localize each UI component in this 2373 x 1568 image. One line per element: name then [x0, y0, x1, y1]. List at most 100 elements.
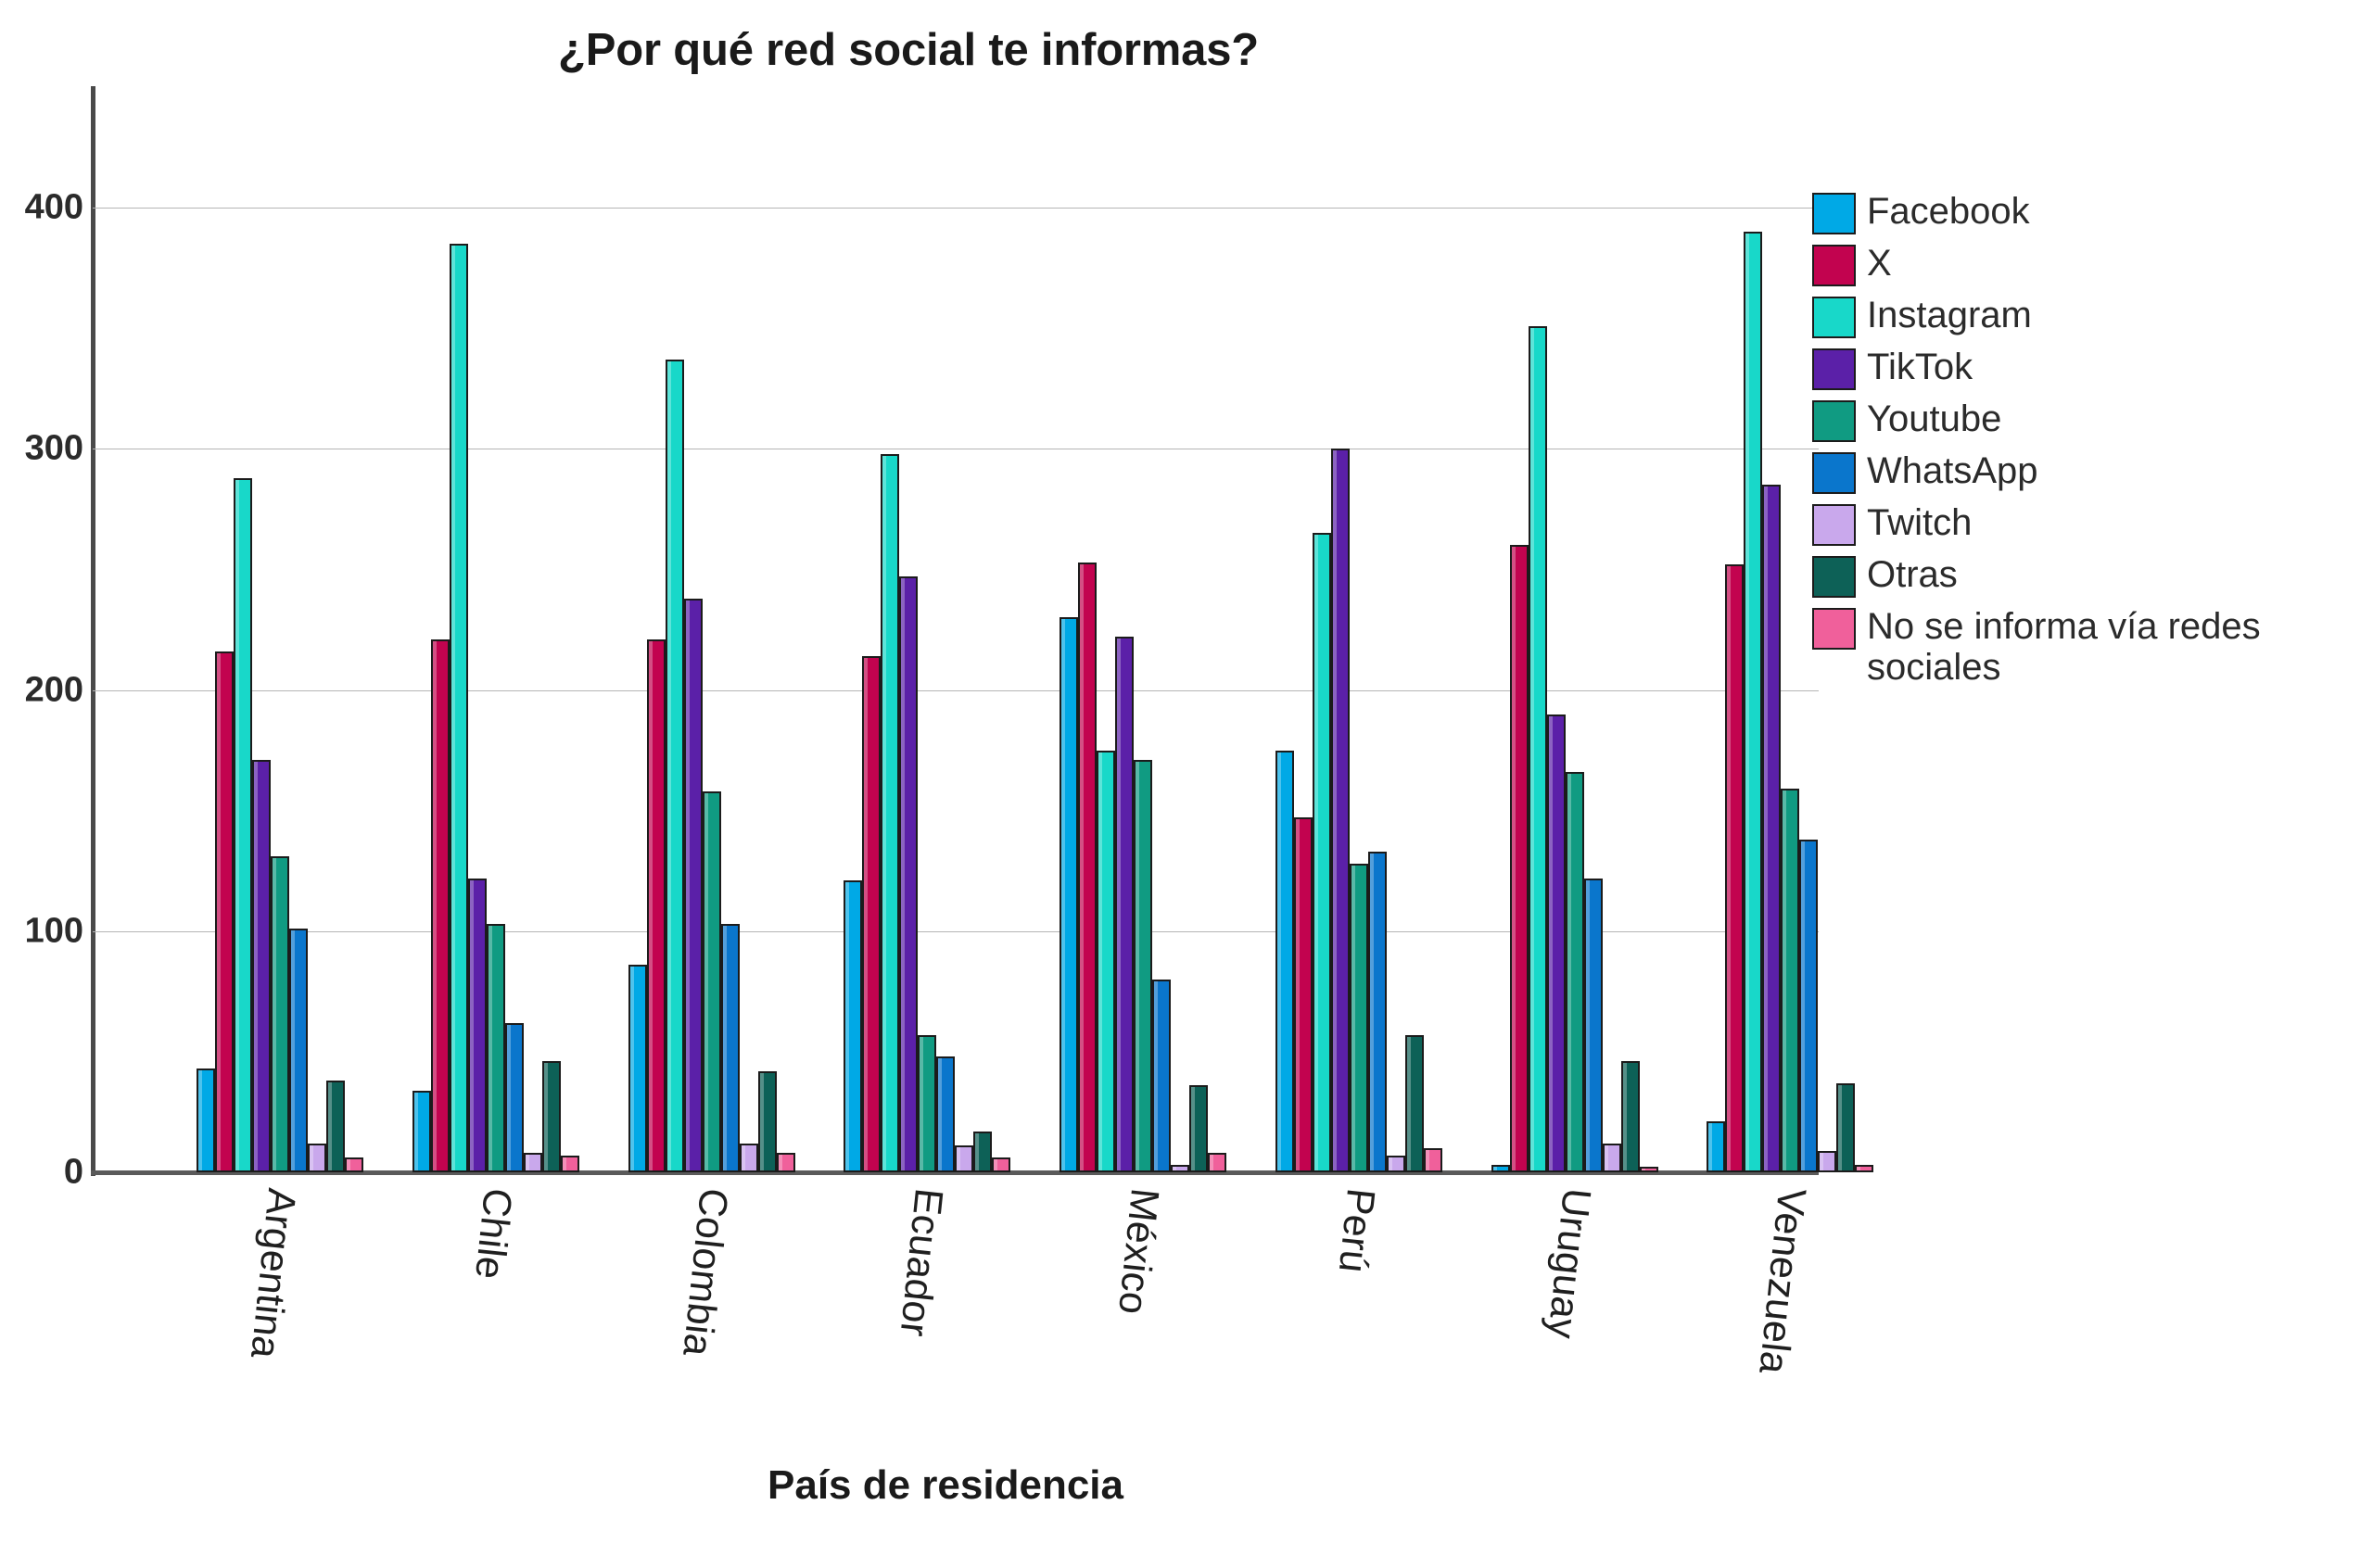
bar[interactable]	[776, 1153, 795, 1172]
bar-group	[1707, 111, 1874, 1172]
bar[interactable]	[1097, 750, 1115, 1172]
y-axis-spine	[91, 86, 95, 1176]
bar[interactable]	[1152, 979, 1171, 1172]
legend-item[interactable]: Instagram	[1812, 295, 2350, 343]
legend-label: Otras	[1867, 554, 1958, 595]
bar[interactable]	[1115, 637, 1134, 1172]
bar[interactable]	[881, 453, 900, 1172]
bar[interactable]	[757, 1070, 777, 1172]
bar[interactable]	[1312, 533, 1331, 1172]
x-axis-tick-label: Uruguay	[1538, 1185, 1599, 1341]
x-axis-tick-label: Perú	[1329, 1185, 1383, 1275]
bar[interactable]	[1491, 1165, 1510, 1172]
bar[interactable]	[683, 598, 703, 1172]
bar[interactable]	[1583, 878, 1603, 1172]
gridline	[93, 930, 1819, 932]
legend-item[interactable]: TikTok	[1812, 347, 2350, 395]
bar[interactable]	[1546, 714, 1566, 1172]
bar[interactable]	[844, 880, 863, 1172]
legend-color-swatch	[1812, 556, 1856, 598]
bar[interactable]	[1078, 562, 1097, 1172]
legend-item[interactable]: Facebook	[1812, 191, 2350, 239]
x-axis-tick-label: Ecuador	[891, 1185, 952, 1339]
y-axis-tick-label: 200	[24, 670, 83, 710]
legend-item[interactable]: WhatsApp	[1812, 450, 2350, 499]
bar[interactable]	[1725, 564, 1745, 1172]
bar[interactable]	[1275, 750, 1294, 1172]
bar[interactable]	[197, 1069, 215, 1172]
bar[interactable]	[1208, 1153, 1226, 1172]
bar[interactable]	[1762, 485, 1782, 1172]
bar[interactable]	[560, 1155, 579, 1172]
legend-color-swatch	[1812, 608, 1856, 650]
bar[interactable]	[1799, 839, 1819, 1172]
bar[interactable]	[1707, 1121, 1726, 1172]
bar[interactable]	[1620, 1061, 1640, 1172]
bar[interactable]	[1423, 1147, 1442, 1172]
bar[interactable]	[1189, 1085, 1208, 1172]
legend-item[interactable]: X	[1812, 243, 2350, 291]
x-axis-tick-label: México	[1110, 1185, 1167, 1317]
gridlines	[93, 111, 1819, 1172]
legend-item[interactable]: No se informa vía redes sociales	[1812, 606, 2350, 688]
bar[interactable]	[412, 1090, 431, 1172]
bar[interactable]	[523, 1153, 542, 1172]
bar[interactable]	[326, 1081, 345, 1172]
bar[interactable]	[1565, 772, 1584, 1172]
bar[interactable]	[271, 856, 289, 1172]
bar[interactable]	[1528, 325, 1547, 1172]
bar[interactable]	[1134, 760, 1152, 1172]
bar[interactable]	[1330, 449, 1350, 1172]
bar[interactable]	[449, 244, 468, 1172]
bar[interactable]	[541, 1061, 561, 1172]
x-axis-tick-label: Colombia	[673, 1185, 736, 1359]
bar[interactable]	[1060, 617, 1078, 1172]
bar[interactable]	[992, 1157, 1011, 1172]
chart-title: ¿Por qué red social te informas?	[558, 25, 1259, 75]
bar[interactable]	[252, 760, 271, 1172]
bar[interactable]	[646, 639, 666, 1172]
legend-label: WhatsApp	[1867, 450, 2038, 491]
bar[interactable]	[1293, 817, 1313, 1172]
bar[interactable]	[1509, 545, 1529, 1172]
bar[interactable]	[1367, 851, 1387, 1172]
bar[interactable]	[504, 1022, 524, 1172]
bar[interactable]	[955, 1145, 974, 1172]
legend-item[interactable]: Youtube	[1812, 398, 2350, 447]
legend-color-swatch	[1812, 297, 1856, 338]
bar[interactable]	[899, 576, 919, 1172]
bar-group	[844, 111, 1011, 1172]
bar[interactable]	[702, 790, 721, 1172]
bar[interactable]	[862, 656, 882, 1172]
bar[interactable]	[628, 965, 647, 1172]
bar[interactable]	[1781, 789, 1800, 1172]
bar[interactable]	[430, 639, 450, 1172]
bar[interactable]	[345, 1157, 363, 1172]
bar[interactable]	[973, 1131, 993, 1172]
bar[interactable]	[234, 477, 252, 1172]
bar[interactable]	[918, 1034, 937, 1172]
bar[interactable]	[1639, 1167, 1658, 1172]
bar[interactable]	[467, 878, 487, 1172]
bar[interactable]	[486, 923, 505, 1172]
bar[interactable]	[739, 1143, 758, 1172]
bar[interactable]	[1386, 1155, 1405, 1172]
bar[interactable]	[1836, 1082, 1856, 1172]
bar[interactable]	[1171, 1165, 1189, 1172]
bar[interactable]	[1404, 1034, 1424, 1172]
bar[interactable]	[289, 929, 308, 1172]
bar[interactable]	[1818, 1150, 1837, 1172]
bar[interactable]	[1602, 1143, 1621, 1172]
bar[interactable]	[215, 651, 234, 1172]
bar-group	[1060, 111, 1226, 1172]
x-axis-title: País de residencia	[768, 1462, 1123, 1508]
legend-item[interactable]: Twitch	[1812, 502, 2350, 550]
legend-item[interactable]: Otras	[1812, 554, 2350, 602]
bar[interactable]	[1744, 232, 1763, 1172]
bar[interactable]	[720, 923, 740, 1172]
bar[interactable]	[936, 1056, 956, 1172]
bar[interactable]	[665, 360, 684, 1172]
bar[interactable]	[1349, 863, 1368, 1172]
bar[interactable]	[1855, 1165, 1874, 1172]
bar[interactable]	[308, 1143, 326, 1172]
